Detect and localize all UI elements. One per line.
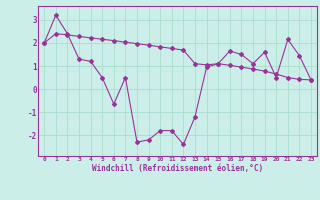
X-axis label: Windchill (Refroidissement éolien,°C): Windchill (Refroidissement éolien,°C) — [92, 164, 263, 173]
